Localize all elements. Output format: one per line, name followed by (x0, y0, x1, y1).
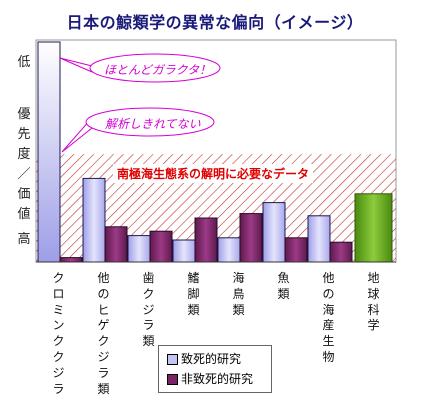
bar-nonlethal-1 (59, 257, 83, 263)
x-tick-label: 他の海産生物 (322, 271, 335, 364)
bar-nonlethal-2 (104, 226, 128, 263)
callout-bubble-middle (85, 107, 215, 137)
bar-nonlethal-4 (194, 217, 218, 263)
callout-text-top: ほとんどガラクタ！ (104, 63, 212, 77)
x-tick-label: 地球科学 (367, 271, 380, 333)
x-tick-label: 海鳥類 (232, 271, 245, 317)
legend-swatch-nonlethal (167, 374, 178, 385)
bar-nonlethal-6 (284, 237, 308, 263)
y-axis-label-char: 度 (17, 147, 31, 162)
bar-lethal-2 (82, 177, 106, 263)
bar-earth-science (354, 193, 393, 263)
callout-text-middle: 解析しきれてない (105, 117, 201, 131)
y-axis-label-char: 価 (17, 187, 31, 202)
bar-lethal-4 (172, 239, 196, 263)
legend-label-nonlethal: 非致死的研究 (181, 372, 254, 386)
y-axis-label-char: ／ (17, 167, 31, 182)
x-tick-label: 鰭脚類 (187, 271, 200, 317)
chart-title: 日本の鯨類学の異常な偏向（イメージ） (66, 13, 364, 32)
callout-pointer-middle (61, 119, 93, 153)
y-tick-high: 高 (17, 232, 31, 247)
bar-lethal-6 (262, 202, 286, 263)
bar-lethal-5 (217, 237, 241, 263)
bar-lethal-1 (37, 41, 61, 263)
y-axis-label-char: 値 (17, 207, 31, 222)
y-tick-low: 低 (17, 55, 31, 70)
y-axis-label-char: 先 (17, 127, 31, 142)
x-tick-label: 歯クジラ類 (142, 271, 155, 349)
legend-label-lethal: 致死的研究 (181, 352, 242, 366)
legend: 致死的研究 非致死的研究 (158, 345, 272, 393)
x-tick-label: 他のヒゲクジラ類 (97, 271, 110, 396)
x-tick-label: クロミンククジラ (52, 271, 65, 396)
hatch-band-label: 南極海生態系の解明に必要なデータ (113, 164, 314, 183)
bar-nonlethal-7 (329, 241, 353, 263)
callout-bubble-top (89, 53, 221, 83)
bar-lethal-3 (127, 235, 151, 263)
bar-lethal-7 (307, 215, 331, 263)
x-tick-label: 魚類 (277, 271, 290, 301)
bar-nonlethal-5 (239, 213, 263, 263)
callout-pointer-top (59, 57, 93, 73)
y-axis-label-char: 優 (17, 107, 31, 122)
bar-nonlethal-3 (149, 230, 173, 263)
legend-swatch-lethal (167, 354, 178, 365)
